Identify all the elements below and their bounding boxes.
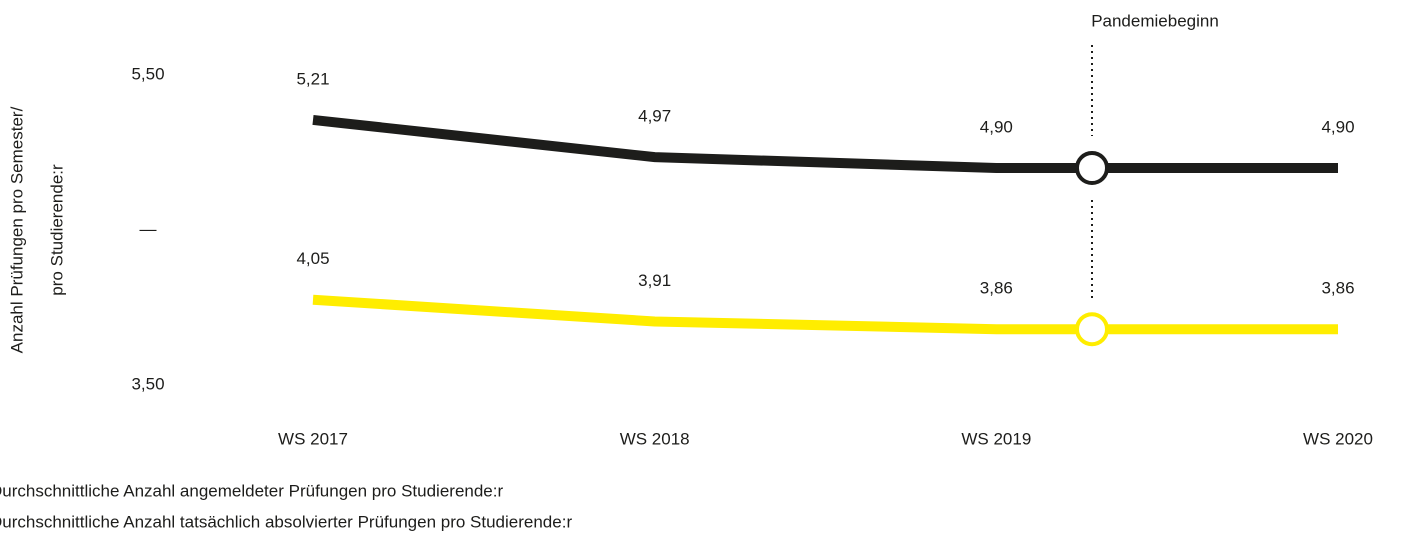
series-line bbox=[312, 294, 1338, 335]
data-label: 5,21 bbox=[296, 69, 329, 88]
data-label: 4,97 bbox=[638, 107, 671, 126]
legend-label: Durchschnittliche Anzahl tatsächlich abs… bbox=[0, 512, 572, 531]
data-label: 3,91 bbox=[638, 271, 671, 290]
data-label: 3,86 bbox=[980, 279, 1013, 298]
data-label: 4,05 bbox=[296, 249, 329, 268]
x-tick-label: WS 2017 bbox=[278, 429, 348, 448]
data-label: 3,86 bbox=[1321, 279, 1354, 298]
y-tick-label: 5,50 bbox=[131, 64, 164, 83]
y-tick-label: — bbox=[140, 219, 157, 238]
pandemic-marker bbox=[1075, 312, 1109, 347]
data-label: 4,90 bbox=[1321, 117, 1354, 136]
y-tick-label: 3,50 bbox=[131, 374, 164, 393]
annotation-label: Pandemiebeginn bbox=[1091, 11, 1219, 30]
y-axis-title: Anzahl Prüfungen pro Semester/ bbox=[7, 106, 26, 353]
data-label: 4,90 bbox=[980, 117, 1013, 136]
legend-label: Durchschnittliche Anzahl angemeldeter Pr… bbox=[0, 481, 503, 500]
y-axis-title: pro Studierende:r bbox=[47, 164, 66, 296]
x-tick-label: WS 2018 bbox=[620, 429, 690, 448]
pandemic-marker bbox=[1075, 151, 1109, 185]
series-line bbox=[312, 114, 1338, 173]
x-tick-label: WS 2019 bbox=[961, 429, 1031, 448]
x-tick-label: WS 2020 bbox=[1303, 429, 1373, 448]
